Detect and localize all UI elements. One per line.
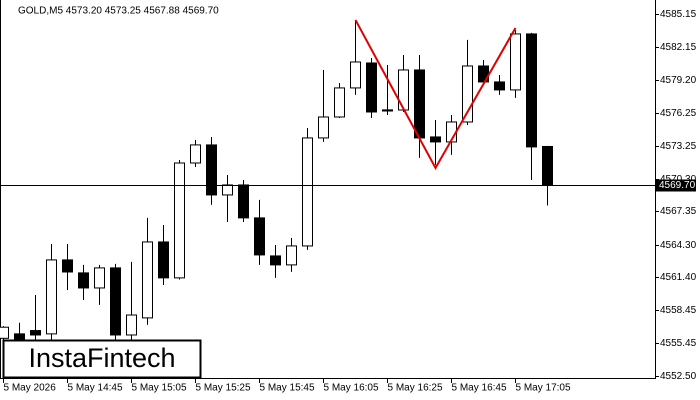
- y-tick-label: 4585.15: [660, 9, 697, 20]
- candle-body: [0, 326, 9, 339]
- candle-body: [238, 184, 249, 219]
- x-tick-label: 5 May 16:25: [388, 383, 443, 394]
- candle-body: [430, 136, 441, 143]
- candle-body: [382, 109, 393, 112]
- candle-body: [158, 241, 169, 279]
- price-label: 4569.70: [659, 180, 696, 191]
- y-tick-label: 4582.15: [660, 42, 697, 53]
- candle-body: [190, 144, 201, 164]
- candle-body: [254, 217, 265, 256]
- plot: [0, 19, 655, 349]
- candle-body: [94, 267, 105, 289]
- x-tick-label: 5 May 17:05: [516, 383, 571, 394]
- y-tick-label: 4558.45: [660, 305, 697, 316]
- candle-body: [78, 272, 89, 289]
- y-tick-label: 4564.30: [660, 240, 697, 251]
- candle-body: [110, 267, 121, 336]
- candle-body: [62, 259, 73, 273]
- candle-body: [302, 137, 313, 247]
- candle-body: [206, 144, 217, 196]
- y-tick-label: 4561.40: [660, 272, 697, 283]
- header: GOLD,M5 4573.20 4573.25 4567.88 4569.70: [18, 6, 219, 17]
- x-tick-label: 5 May 2026: [4, 383, 57, 394]
- x-tick-label: 5 May 15:45: [260, 383, 315, 394]
- candle-body: [350, 61, 361, 89]
- candle-body: [414, 69, 425, 139]
- x-tick-label: 5 May 16:45: [452, 383, 507, 394]
- candle-body: [270, 255, 281, 266]
- price-label-box: [656, 179, 696, 192]
- y-tick-label: 4555.45: [660, 338, 697, 349]
- candle-body: [174, 162, 185, 279]
- candle-body: [318, 116, 329, 139]
- candle-body: [286, 245, 297, 266]
- y-tick-label: 4567.35: [660, 206, 697, 217]
- candle-body: [494, 81, 505, 91]
- y-tick-label: 4579.20: [660, 75, 697, 86]
- x-tick-label: 5 May 15:25: [196, 383, 251, 394]
- y-tick-label: 4576.25: [660, 108, 697, 119]
- y-tick-label: 4552.50: [660, 371, 697, 382]
- candle-body: [542, 145, 553, 186]
- candle-body: [462, 65, 473, 123]
- candle-body: [366, 62, 377, 113]
- x-tick-label: 5 May 16:05: [324, 383, 379, 394]
- watermark-box: [2, 339, 202, 379]
- x-tick-label: 5 May 14:45: [68, 383, 123, 394]
- watermark: InstaFintech: [28, 343, 175, 373]
- candle-body: [526, 33, 537, 148]
- x-tick-label: 5 May 15:05: [132, 383, 187, 394]
- candle-body: [142, 241, 153, 319]
- candle-body: [334, 87, 345, 118]
- candle-body: [222, 184, 233, 196]
- candle-body: [46, 259, 57, 335]
- y-tick-label: 4573.25: [660, 141, 697, 152]
- candle-body: [14, 333, 25, 340]
- pattern-line: [354, 19, 517, 171]
- candle-body: [30, 330, 41, 336]
- candle-body: [126, 314, 137, 336]
- candle-body: [510, 33, 521, 91]
